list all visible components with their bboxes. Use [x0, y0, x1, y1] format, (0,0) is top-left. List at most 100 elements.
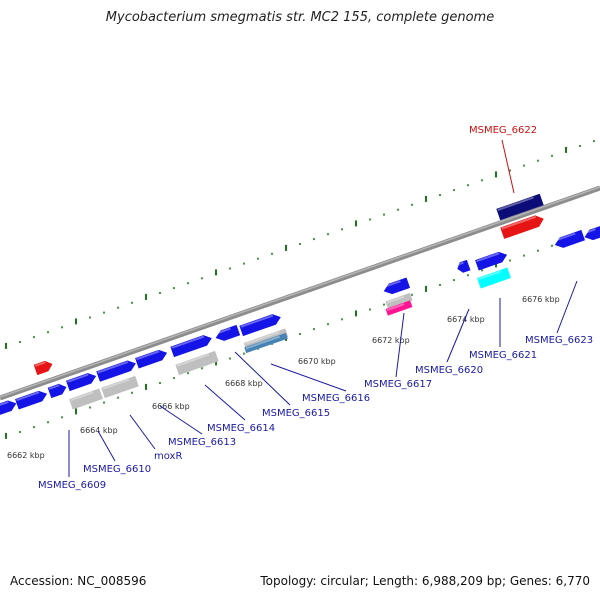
gene-arrow-shape: [457, 259, 471, 273]
rna-feature: [385, 300, 413, 316]
gene-arrow: [15, 390, 48, 410]
gene-arrow-sheen: [48, 384, 60, 390]
map-title: Mycobacterium smegmatis str. MC2 155, co…: [105, 10, 495, 25]
gene-arrow-sheen: [97, 360, 129, 374]
backbone-line: [0, 185, 600, 401]
rna-feature-sheen: [70, 391, 94, 402]
label-leader-line: [556, 280, 578, 334]
gene-arrow-shape: [33, 360, 53, 376]
gene-arrow-shape: [584, 225, 600, 241]
gene-label: MSMEG_6609: [38, 480, 106, 491]
gene-arrow-shape: [15, 390, 48, 410]
gene-arrow-sheen: [478, 270, 502, 281]
rna-feature-sheen: [176, 353, 210, 367]
rna-feature-sheen: [386, 303, 405, 312]
rna-feature-shape: [385, 300, 413, 316]
gene-arrow-sheen: [67, 373, 89, 383]
gene-arrow-sheen: [476, 252, 500, 263]
outer-tick-track: [5, 140, 595, 349]
gene-arrow-sheen: [554, 232, 576, 242]
gene-arrow: [583, 225, 600, 241]
rna-feature-shape: [69, 388, 103, 410]
gene-arrow: [500, 215, 544, 239]
rna-feature-shape: [385, 292, 413, 310]
rna-feature-sheen: [244, 331, 280, 346]
gene-label: MSMEG_6610: [83, 464, 151, 475]
gene-arrow: [0, 400, 17, 416]
gene-arrow-shape: [215, 324, 241, 341]
gene-label: MSMEG_6623: [525, 335, 593, 346]
accession-text: Accession: NC_008596: [10, 574, 147, 588]
label-leader-line: [159, 405, 203, 435]
label-leader-line: [234, 351, 291, 406]
gene-arrow: [475, 251, 508, 271]
gene-arrow: [383, 277, 411, 295]
gene-arrow-shape: [239, 314, 281, 337]
rna-feature: [101, 375, 139, 399]
rna-feature-sheen: [245, 335, 280, 350]
gene-label: MSMEG_6617: [364, 379, 432, 390]
gene-arrow: [96, 360, 136, 382]
gene-arrow: [47, 383, 67, 399]
gene-arrow-shape: [383, 277, 411, 295]
gene-arrow: [496, 193, 544, 221]
label-leader-line: [97, 430, 116, 462]
gene-arrow: [239, 314, 281, 337]
gene-arrow: [554, 229, 585, 248]
gene-arrow-sheen: [240, 314, 274, 328]
gene-arrow: [33, 360, 53, 376]
gene-label: MSMEG_6613: [168, 437, 236, 448]
gene-arrow-shape: [477, 267, 511, 289]
label-leader-line: [395, 312, 405, 378]
gene-arrow-sheen: [34, 361, 46, 367]
gene-arrow: [214, 324, 241, 341]
gene-arrow-shape: [496, 193, 544, 221]
tick-label: 6676 kbp: [522, 295, 560, 304]
gene-arrow-sheen: [214, 327, 231, 335]
gene-features: [0, 193, 600, 416]
gene-arrow-shape: [47, 383, 67, 399]
label-leader-line: [204, 384, 246, 421]
tick-label: 6672 kbp: [372, 336, 410, 345]
tick-label: 6670 kbp: [298, 357, 336, 366]
rna-feature: [244, 332, 288, 354]
rna-feature-shape: [175, 350, 219, 376]
gene-label: MSMEG_6614: [207, 423, 275, 434]
gene-label: MSMEG_6620: [415, 365, 483, 376]
gene-arrow-sheen: [136, 350, 160, 361]
gene-arrow-shape: [500, 215, 544, 239]
genome-backbone: [0, 185, 600, 401]
genome-summary-text: Topology: circular; Length: 6,988,209 bp…: [260, 574, 590, 588]
tick-label: 6666 kbp: [152, 402, 190, 411]
gene-label: MSMEG_6616: [302, 393, 370, 404]
gene-arrow-sheen: [383, 280, 401, 289]
rna-feature: [385, 292, 413, 310]
gene-label: moxR: [154, 451, 182, 462]
gene-arrow: [66, 373, 97, 392]
gene-arrow-shape: [96, 360, 136, 382]
gene-label: MSMEG_6615: [262, 408, 330, 419]
tick-label: 6664 kbp: [80, 426, 118, 435]
label-leader-line: [501, 139, 515, 194]
gene-arrow-sheen: [501, 215, 537, 230]
gene-arrow-shape: [66, 373, 97, 392]
gene-arrow-sheen: [0, 400, 9, 408]
tick-label: 6662 kbp: [7, 451, 45, 460]
backbone-highlight: [0, 186, 600, 398]
gene-arrow-shape: [475, 251, 508, 271]
gene-arrow-sheen: [456, 261, 464, 266]
tick-labels: 6662 kbp 6664 kbp 6666 kbp 6668 kbp 6670 kbp…: [7, 295, 560, 460]
gene-arrow-shape: [170, 335, 212, 358]
tick-label: 6674 kbp: [447, 315, 485, 324]
gene-label: MSMEG_6621: [469, 350, 537, 361]
rna-feature-sheen: [102, 378, 130, 390]
label-leader-line: [129, 414, 156, 450]
label-leader-line: [446, 308, 470, 363]
label-leader-line: [270, 363, 347, 392]
gene-arrow-sheen: [497, 196, 534, 211]
gene-arrow: [135, 349, 168, 369]
gene-arrow-sheen: [16, 391, 40, 402]
rna-feature-shape: [101, 375, 139, 399]
